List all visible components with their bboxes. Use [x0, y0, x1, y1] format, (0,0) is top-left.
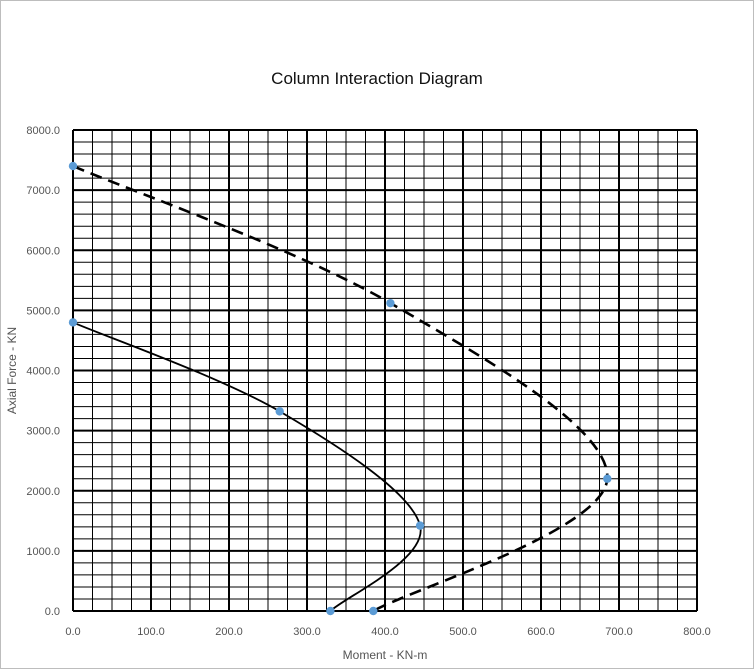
solid-series-line — [72, 321, 422, 612]
dashed-series-line — [72, 164, 609, 613]
y-tick-label: 7000.0 — [26, 185, 60, 197]
data-point — [369, 606, 378, 616]
x-tick-label: 600.0 — [527, 626, 555, 638]
x-tick-label: 700.0 — [605, 626, 633, 638]
y-tick-label: 0.0 — [45, 606, 60, 618]
x-tick-label: 0.0 — [65, 626, 80, 638]
x-tick-label: 200.0 — [215, 626, 243, 638]
y-tick-label: 5000.0 — [26, 305, 60, 317]
x-tick-label: 300.0 — [293, 626, 321, 638]
x-tick-label: 100.0 — [137, 626, 165, 638]
x-tick-label: 400.0 — [371, 626, 399, 638]
y-tick-label: 6000.0 — [26, 245, 60, 257]
data-point — [68, 318, 78, 327]
data-point — [415, 521, 425, 530]
x-tick-label: 800.0 — [683, 626, 711, 638]
y-tick-label: 2000.0 — [26, 486, 60, 498]
data-point — [326, 606, 335, 616]
data-point — [386, 298, 395, 308]
y-axis-label: Axial Force - KN — [5, 327, 19, 414]
data-point — [603, 474, 612, 483]
y-tick-label: 8000.0 — [26, 125, 60, 137]
y-tick-label: 4000.0 — [26, 366, 60, 378]
x-tick-label: 500.0 — [449, 626, 477, 638]
y-tick-label: 1000.0 — [26, 546, 60, 558]
x-axis-label: Moment - KN-m — [343, 648, 428, 662]
chart-title: Column Interaction Diagram — [271, 69, 483, 88]
y-tick-label: 3000.0 — [26, 426, 60, 438]
data-point — [68, 161, 78, 171]
data-point — [275, 407, 284, 416]
